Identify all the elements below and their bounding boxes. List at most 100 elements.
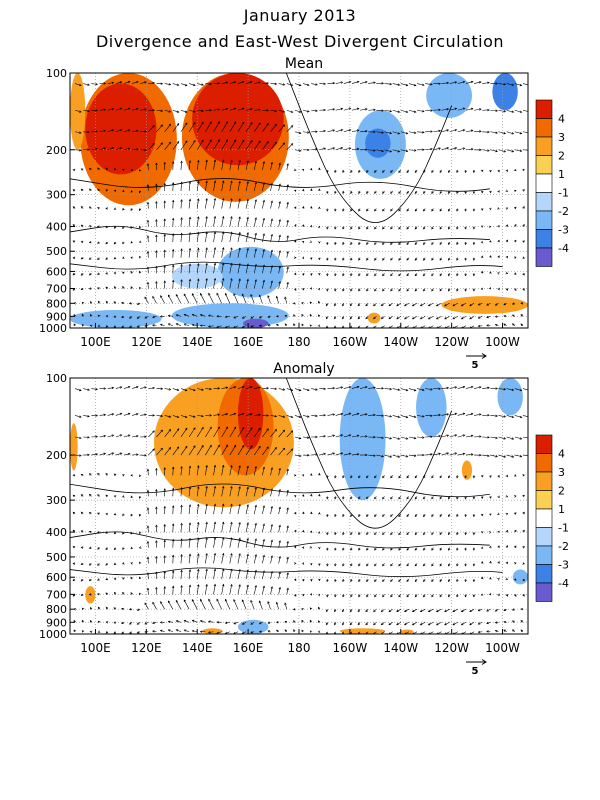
vector-arrowhead (290, 415, 294, 419)
vector-arrowhead (246, 504, 249, 507)
vector-arrow (91, 388, 98, 390)
vector-arrowhead (317, 225, 321, 229)
vector-arrowhead (163, 586, 166, 589)
vector-arrowhead (152, 324, 155, 327)
vector-arrowhead (505, 169, 508, 172)
vector-arrow (152, 324, 157, 327)
vector-arrow (522, 388, 528, 391)
vector-arrowhead (113, 607, 117, 610)
vector-arrowhead (340, 412, 344, 416)
vector-arrow (278, 447, 285, 456)
vector-arrowhead (225, 413, 229, 416)
vector-arrowhead (278, 219, 281, 222)
vector-arrow (188, 445, 196, 456)
vector-arrow (148, 143, 155, 150)
vector-arrowhead (136, 316, 140, 319)
vector-arrow (376, 454, 384, 457)
vector-arrowhead (246, 181, 249, 184)
vector-arrowhead (428, 632, 430, 634)
vector-arrowhead (180, 181, 183, 185)
vector-arrowhead (405, 132, 409, 135)
vector-arrowhead (238, 231, 241, 235)
vector-arrowhead (380, 316, 384, 320)
vector-arrowhead (188, 584, 192, 588)
vector-arrow (172, 83, 179, 86)
vector-arrowhead (121, 301, 124, 305)
y-tick-label: 300 (46, 189, 67, 202)
vector-arrowhead (520, 302, 523, 305)
vector-arrow (245, 181, 249, 191)
vector-arrowhead (262, 217, 266, 221)
vector-arrowhead (452, 632, 455, 634)
vector-arrowhead (462, 80, 466, 84)
vector-arrowhead (152, 448, 155, 451)
vector-arrow (278, 109, 285, 113)
vector-arrow (245, 248, 249, 258)
vector-arrow (180, 279, 183, 289)
vector-arrowhead (184, 415, 188, 419)
vector-arrow (176, 314, 182, 317)
colorbar-label: -1 (558, 187, 569, 200)
vector-arrow (205, 263, 208, 274)
vector-arrowhead (180, 486, 183, 490)
vector-arrowhead (438, 108, 441, 112)
vector-arrowhead (326, 191, 329, 195)
vector-arrowhead (130, 495, 133, 499)
vector-arrowhead (446, 386, 450, 390)
vector-arrowhead (130, 474, 134, 477)
vector-arrow (180, 523, 183, 533)
vector-arrow (83, 415, 90, 417)
vector-arrow (420, 622, 426, 626)
vector-arrowhead (270, 249, 274, 253)
vector-arrowhead (464, 191, 467, 195)
vector-arrow (233, 325, 239, 328)
vector-arrowhead (427, 609, 431, 613)
vector-arrowhead (130, 286, 133, 289)
vector-arrow (237, 584, 241, 595)
vector-arrowhead (519, 437, 523, 440)
vector-arrowhead (342, 242, 345, 246)
vector-arrowhead (262, 487, 266, 491)
vector-arrow (140, 414, 147, 416)
vector-arrowhead (462, 452, 466, 456)
vector-arrow (237, 486, 241, 497)
vector-arrowhead (136, 453, 139, 456)
colorbar-label: -4 (558, 577, 569, 590)
vector-arrowhead (72, 562, 76, 565)
vector-arrowhead (113, 226, 117, 229)
vector-arrow (262, 387, 269, 389)
vector-arrowhead (503, 323, 506, 326)
vector-arrow (254, 414, 261, 416)
vector-arrowhead (448, 532, 451, 536)
shaded-region (171, 303, 289, 328)
vector-arrow (216, 599, 222, 610)
vector-arrowhead (270, 586, 274, 589)
vector-arrowhead (373, 130, 376, 134)
vector-arrow (270, 200, 273, 209)
vector-arrow (152, 296, 157, 304)
vector-arrowhead (286, 556, 289, 560)
vector-arrowhead (512, 323, 515, 326)
vector-arrowhead (129, 631, 132, 634)
vector-arrowhead (139, 474, 142, 478)
vector-arrow (428, 608, 434, 612)
vector-arrowhead (205, 521, 208, 525)
vector-arrowhead (332, 413, 336, 416)
vector-arrowhead (358, 594, 361, 598)
vector-arrow (188, 504, 191, 515)
vector-arrow (115, 81, 122, 84)
vector-arrowhead (293, 272, 297, 276)
contour-line (285, 378, 453, 529)
vector-arrowhead (205, 278, 208, 281)
vector-arrowhead (88, 530, 92, 534)
vector-arrow (469, 622, 475, 626)
vector-arrow (188, 248, 191, 258)
vector-arrow (213, 198, 216, 209)
vector-arrowhead (431, 548, 434, 551)
vector-arrowhead (160, 295, 163, 298)
vector-arrowhead (460, 316, 464, 320)
vector-arrowhead (188, 216, 192, 220)
vector-arrow (452, 608, 458, 612)
vector-arrowhead (213, 552, 217, 556)
vector-arrowhead (357, 303, 361, 307)
